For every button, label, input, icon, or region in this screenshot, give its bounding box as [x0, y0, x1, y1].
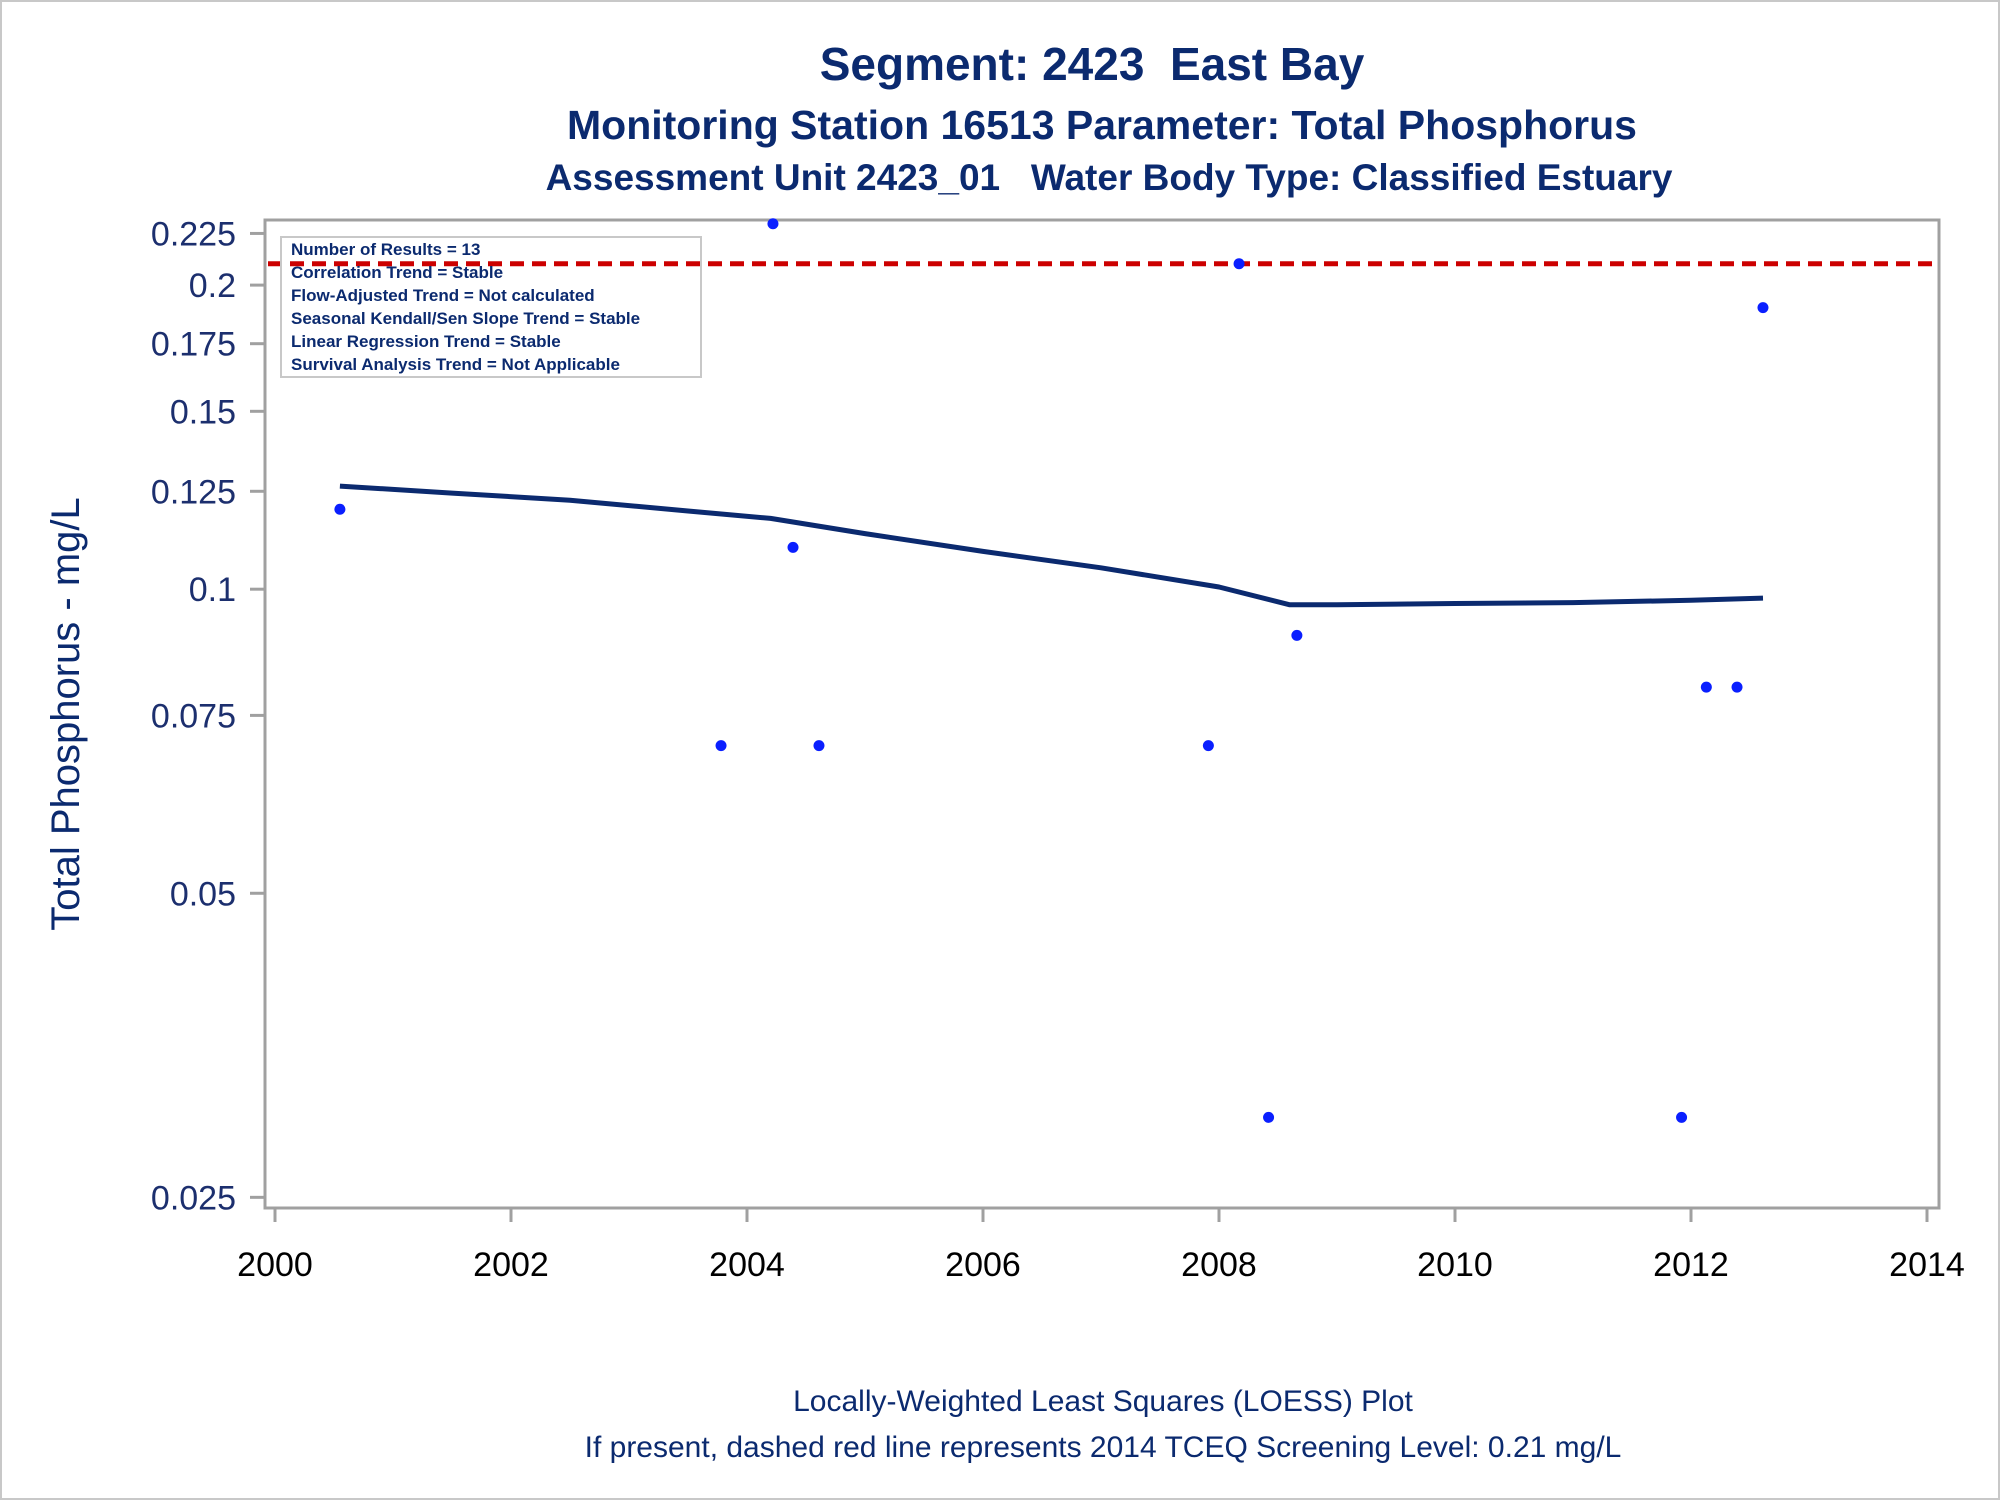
y-tick-label: 0.125 — [151, 473, 236, 511]
chart-subtitle: Monitoring Station 16513 Parameter: Tota… — [567, 102, 1637, 148]
data-point — [813, 740, 825, 752]
data-point — [1233, 258, 1245, 270]
data-point — [1700, 681, 1712, 693]
stats-box-border — [280, 236, 702, 378]
data-point — [1291, 629, 1303, 641]
y-tick-label: 0.15 — [170, 393, 236, 431]
y-axis-label: Total Phosphorus - mg/L — [44, 497, 88, 931]
data-point — [767, 218, 779, 230]
y-tick-label: 0.225 — [151, 215, 236, 253]
data-point — [1263, 1111, 1275, 1123]
stat-correlation-trend: Correlation Trend = Stable — [291, 263, 503, 282]
stats-box: Number of Results = 13 Correlation Trend… — [280, 236, 702, 378]
x-tick-label: 2008 — [1181, 1246, 1257, 1284]
data-point — [715, 740, 727, 752]
stat-seasonal-kendall-trend: Seasonal Kendall/Sen Slope Trend = Stabl… — [291, 309, 640, 328]
y-tick-label: 0.2 — [189, 267, 236, 305]
stat-survival-analysis-trend: Survival Analysis Trend = Not Applicable — [291, 355, 620, 374]
data-point — [1676, 1111, 1688, 1123]
y-axis: 0.025 0.05 0.075 0.1 0.125 0.15 0.175 0.2 0.225 — [151, 215, 265, 1217]
data-point — [1202, 740, 1214, 752]
x-tick-label: 2014 — [1889, 1246, 1965, 1284]
data-point — [1731, 681, 1743, 693]
x-tick-label: 2010 — [1417, 1246, 1493, 1284]
loess-line — [339, 483, 1764, 608]
data-point — [787, 541, 799, 553]
x-tick-label: 2000 — [237, 1246, 313, 1284]
data-point — [334, 503, 346, 515]
x-tick-label: 2002 — [473, 1246, 549, 1284]
y-tick-label: 0.075 — [151, 697, 236, 735]
x-tick-label: 2006 — [945, 1246, 1021, 1284]
stat-number-of-results: Number of Results = 13 — [291, 240, 480, 259]
y-tick-label: 0.025 — [151, 1179, 236, 1217]
y-tick-label: 0.175 — [151, 326, 236, 364]
stat-flow-adjusted-trend: Flow-Adjusted Trend = Not calculated — [291, 286, 595, 305]
data-points — [334, 218, 1769, 1123]
y-tick-label: 0.05 — [170, 875, 236, 913]
chart-title: Segment: 2423 East Bay — [820, 38, 1365, 90]
x-tick-label: 2004 — [709, 1246, 785, 1284]
footnote-loess: Locally-Weighted Least Squares (LOESS) P… — [793, 1385, 1413, 1418]
stat-linear-regression-trend: Linear Regression Trend = Stable — [291, 332, 561, 351]
x-tick-label: 2012 — [1653, 1246, 1729, 1284]
footnote-screening-level: If present, dashed red line represents 2… — [585, 1431, 1622, 1464]
y-tick-label: 0.1 — [189, 571, 236, 609]
x-axis: 2000 2002 2004 2006 2008 2010 2012 2014 — [237, 1208, 1965, 1284]
data-point — [1757, 302, 1769, 314]
chart-subtitle-2: Assessment Unit 2423_01 Water Body Type:… — [546, 157, 1673, 198]
